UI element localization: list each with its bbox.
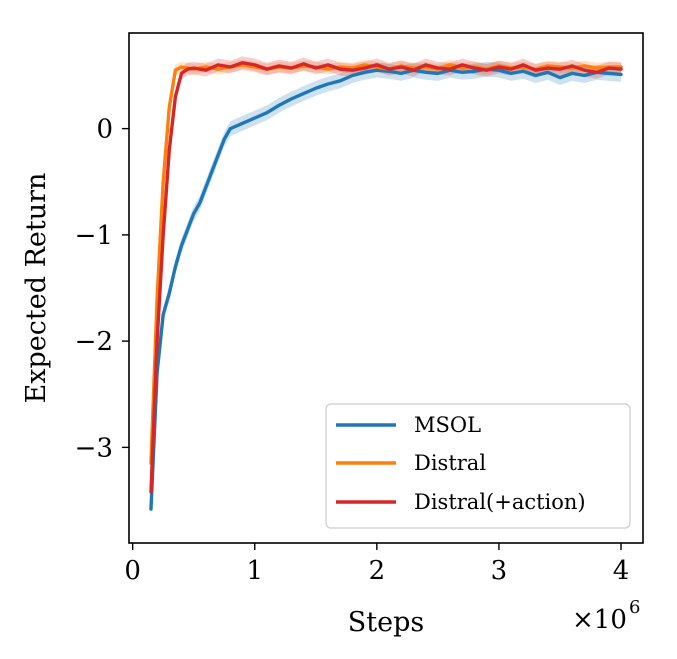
y-axis-label: Expected Return [21, 173, 52, 404]
legend-label-2: Distral(+action) [414, 490, 586, 514]
axes-frame [128, 32, 644, 544]
series-line-0 [149, 67, 623, 511]
legend-box [325, 403, 631, 529]
y-tick-label: −1 [75, 221, 113, 251]
legend-label-0: MSOL [414, 413, 481, 437]
x-tick-label: 1 [246, 556, 263, 586]
x-axis-label: Steps [348, 607, 424, 638]
plot-area [149, 56, 623, 517]
legend-label-1: Distral [414, 451, 486, 475]
y-tick-label: −3 [75, 433, 113, 463]
legend: MSOL Distral Distral(+action) [325, 403, 631, 529]
x-tick-label: 0 [124, 556, 141, 586]
x-axis: 0 1 2 3 4 [124, 543, 629, 586]
x-multiplier-base: ×10 [572, 605, 627, 635]
x-axis-multiplier: ×10 6 [572, 597, 640, 635]
x-multiplier-exponent: 6 [629, 597, 640, 618]
series-line-2 [149, 61, 623, 494]
y-tick-label: 0 [96, 115, 113, 145]
y-tick-label: −2 [75, 327, 113, 357]
x-tick-label: 2 [369, 556, 386, 586]
x-tick-label: 3 [491, 556, 508, 586]
x-tick-label: 4 [613, 556, 630, 586]
y-axis: −3 −2 −1 0 [75, 115, 129, 463]
